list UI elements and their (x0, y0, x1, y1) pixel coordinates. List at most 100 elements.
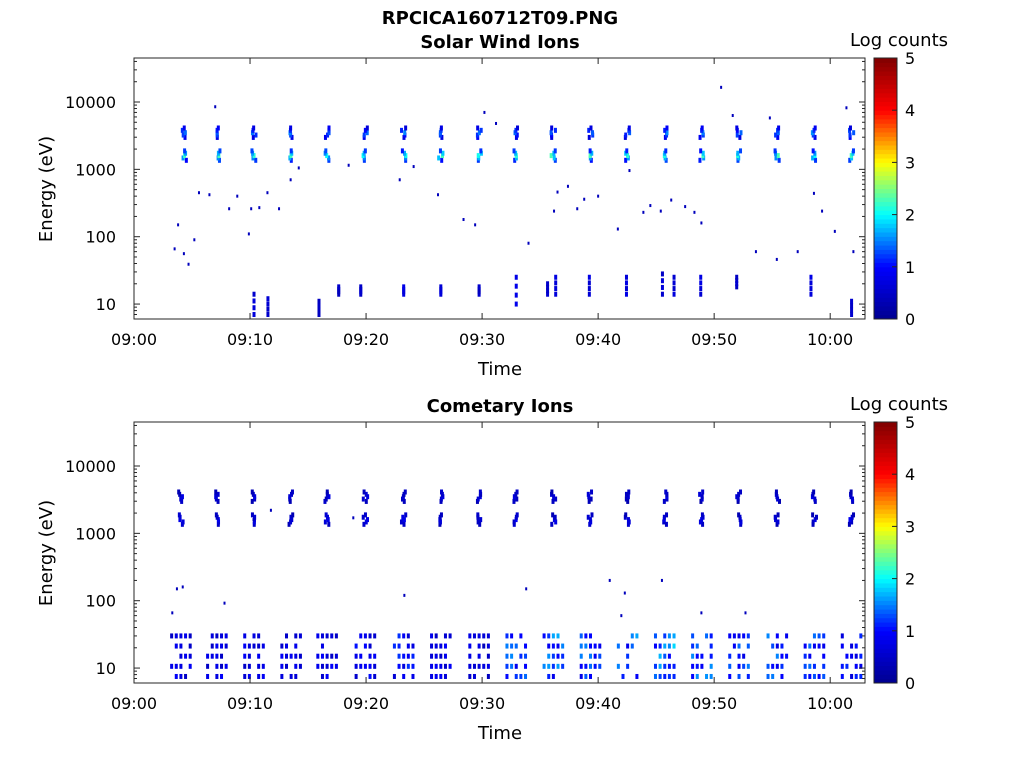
scatter-point (754, 250, 757, 254)
cluster-cell (691, 643, 695, 649)
cluster-cell (584, 663, 588, 669)
cluster-cell (215, 653, 219, 659)
cluster-cell (556, 643, 560, 649)
colorbar-segment (874, 565, 897, 571)
x-tick-label: 09:10 (227, 330, 273, 349)
band-cell (512, 148, 516, 154)
burst-cell (672, 286, 676, 292)
burst-cell (672, 280, 676, 286)
x-tick-label: 09:20 (343, 694, 389, 713)
burst-cell (735, 274, 739, 280)
scatter-point (474, 223, 477, 227)
burst-cell (317, 303, 321, 309)
scatter-point (403, 593, 406, 597)
scatter-point (731, 114, 734, 118)
colorbar-segment (874, 171, 897, 176)
colorbar-segment (874, 522, 897, 527)
cluster-cell (472, 663, 476, 669)
cluster-cell (579, 643, 583, 649)
cluster-cell (188, 653, 192, 659)
burst-cell (850, 311, 854, 317)
cluster-cell (174, 663, 178, 669)
colorbar-segment (874, 678, 897, 684)
cluster-cell (243, 673, 247, 679)
cluster-cell (766, 633, 770, 639)
cluster-cell (556, 653, 560, 659)
cluster-cell (766, 663, 770, 669)
cluster-cell (430, 673, 434, 679)
burst-cell (477, 284, 481, 290)
colorbar-segment (874, 478, 897, 484)
scatter-point (660, 578, 663, 582)
cluster-cell (524, 643, 528, 649)
scatter-point (197, 191, 200, 195)
band-cell (811, 512, 815, 518)
band-cell (739, 130, 743, 136)
colorbar-tick-label: 3 (905, 153, 915, 172)
colorbar-tick-label: 3 (905, 517, 915, 536)
cluster-cell (294, 643, 298, 649)
burst-cell (252, 311, 256, 317)
cluster-cell (505, 673, 509, 679)
scatter-point (821, 209, 824, 213)
colorbar-segment (874, 314, 897, 320)
band-cell (404, 125, 408, 131)
burst-cell (699, 286, 703, 292)
colorbar-segment (874, 227, 897, 233)
burst-cell (554, 286, 558, 292)
band-cell (183, 148, 187, 154)
colorbar-segment (874, 79, 897, 85)
band-cell (553, 148, 557, 154)
cluster-cell (691, 633, 695, 639)
cluster-cell (257, 673, 261, 679)
cluster-cell (695, 673, 699, 679)
cluster-cell (477, 643, 481, 649)
x-tick-label: 09:30 (459, 694, 505, 713)
colorbar-tick-label: 1 (905, 258, 915, 277)
colorbar-segment (874, 262, 897, 268)
cluster-cell (325, 653, 329, 659)
scatter-point (182, 252, 185, 256)
cluster-cell (593, 643, 597, 649)
colorbar-segment (874, 288, 897, 294)
cluster-cell (280, 643, 284, 649)
cluster-cell (368, 643, 372, 649)
band-cell (664, 489, 668, 495)
cluster-cell (397, 653, 401, 659)
colorbar-segment (874, 656, 897, 662)
band-cell (362, 489, 366, 495)
colorbar-segment (874, 487, 897, 493)
cluster-cell (411, 663, 415, 669)
band-cell (814, 514, 818, 520)
band-cell (848, 517, 852, 523)
cluster-cell (334, 633, 338, 639)
band-cell (514, 127, 518, 133)
cluster-cell (547, 663, 551, 669)
x-tick-label: 09:10 (227, 694, 273, 713)
colorbar-segment (874, 456, 897, 462)
colorbar-segment (874, 218, 897, 224)
cluster-cell (354, 653, 358, 659)
cluster-cell (430, 663, 434, 669)
cluster-cell (285, 643, 289, 649)
cluster-cell (215, 673, 219, 679)
cluster-cell (468, 643, 472, 649)
cluster-cell (822, 633, 826, 639)
colorbar-segment (874, 435, 897, 440)
colorbar-segment (874, 192, 897, 198)
band-cell (439, 125, 443, 131)
colorbar-segment (874, 153, 897, 159)
burst-cell (587, 274, 591, 280)
cluster-cell (840, 633, 844, 639)
band-cell (513, 157, 517, 163)
band-cell (624, 496, 628, 502)
cluster-cell (188, 633, 192, 639)
burst-cell (660, 271, 664, 277)
band-cell (553, 514, 557, 520)
cluster-cell (672, 633, 676, 639)
cluster-cell (285, 663, 289, 669)
cluster-cell (294, 663, 298, 669)
scatter-point (775, 257, 778, 261)
cluster-cell (785, 653, 789, 659)
